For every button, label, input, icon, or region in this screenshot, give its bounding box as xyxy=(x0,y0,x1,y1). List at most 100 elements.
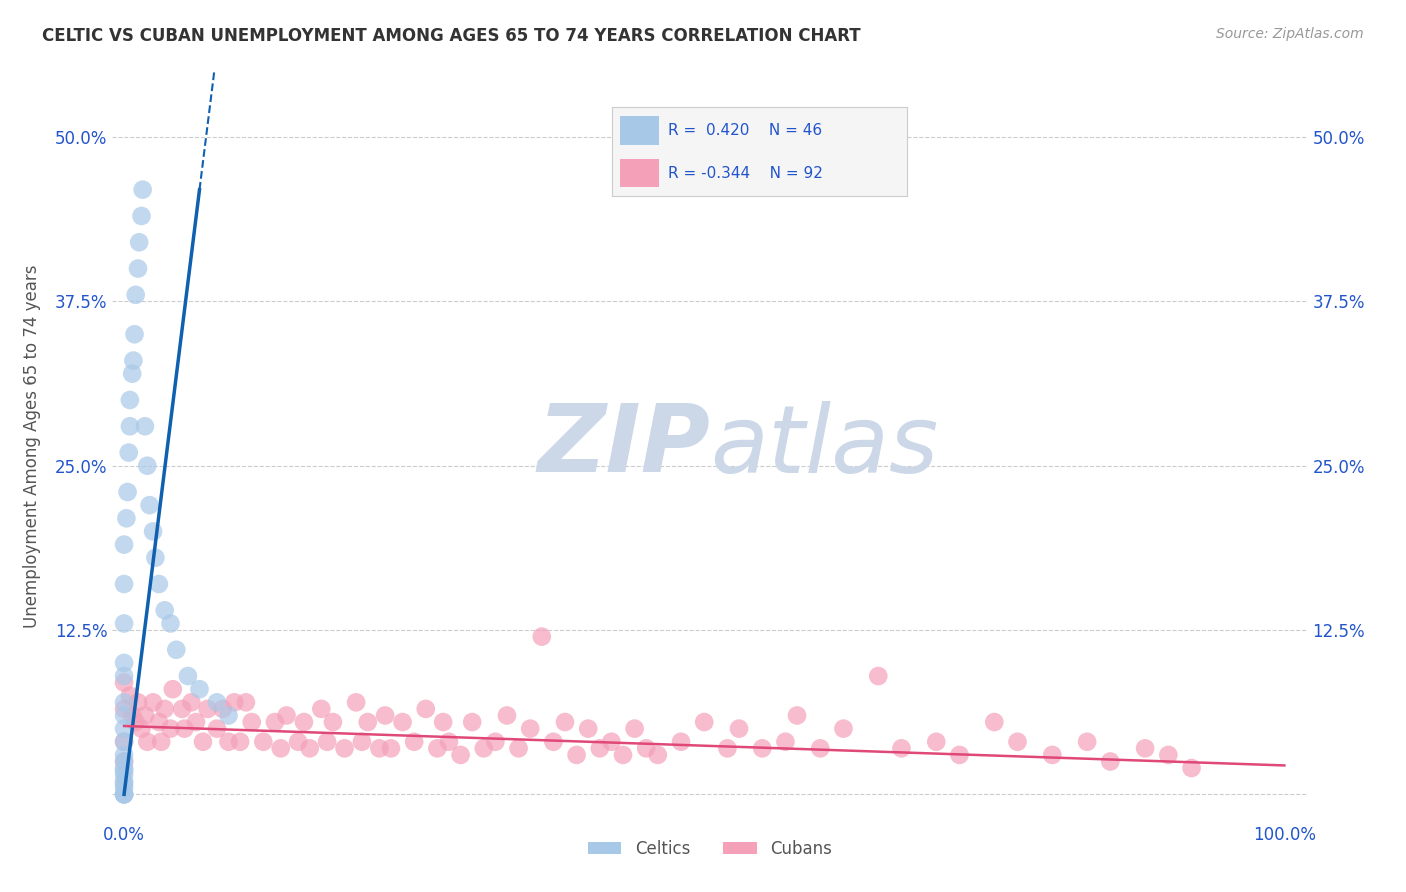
Point xyxy=(496,708,519,723)
Point xyxy=(136,735,159,749)
Point xyxy=(112,708,135,723)
Point xyxy=(450,747,472,762)
Point xyxy=(112,755,135,769)
Point xyxy=(131,183,153,197)
Point xyxy=(322,714,344,729)
Point xyxy=(148,577,170,591)
Point xyxy=(127,261,149,276)
Point xyxy=(118,419,141,434)
Point xyxy=(112,761,135,775)
Point xyxy=(344,695,367,709)
Point xyxy=(112,695,135,709)
Point xyxy=(404,735,426,749)
Point xyxy=(162,682,184,697)
Point xyxy=(374,708,396,723)
Point xyxy=(138,498,160,512)
Point xyxy=(472,741,495,756)
Point xyxy=(211,702,233,716)
Point xyxy=(142,524,165,539)
Point xyxy=(153,603,176,617)
Point xyxy=(128,235,150,250)
Point xyxy=(565,747,588,762)
Point xyxy=(350,735,373,749)
Point xyxy=(150,735,173,749)
Point xyxy=(543,735,565,749)
Point xyxy=(832,722,855,736)
Point xyxy=(136,458,159,473)
Point xyxy=(124,327,146,342)
Point xyxy=(173,722,195,736)
Point xyxy=(118,689,141,703)
Point xyxy=(890,741,912,756)
Point xyxy=(112,788,135,802)
Point xyxy=(112,767,135,781)
Point xyxy=(112,656,135,670)
Point xyxy=(252,735,274,749)
Point xyxy=(636,741,658,756)
Point xyxy=(229,735,252,749)
Point xyxy=(1040,747,1063,762)
Point xyxy=(197,702,219,716)
Point xyxy=(298,741,321,756)
Point xyxy=(1180,761,1202,775)
Point xyxy=(121,367,143,381)
Point xyxy=(224,695,246,709)
Text: Source: ZipAtlas.com: Source: ZipAtlas.com xyxy=(1216,27,1364,41)
Point xyxy=(647,747,669,762)
Point xyxy=(153,702,176,716)
Point xyxy=(205,695,228,709)
Point xyxy=(333,741,356,756)
Point xyxy=(530,630,553,644)
Point xyxy=(426,741,449,756)
Point xyxy=(623,722,645,736)
Point xyxy=(461,714,484,729)
Point xyxy=(775,735,797,749)
Point xyxy=(112,577,135,591)
Point xyxy=(437,735,460,749)
Point xyxy=(134,708,156,723)
Point xyxy=(172,702,194,716)
Point xyxy=(122,353,145,368)
Point xyxy=(145,550,167,565)
Point xyxy=(125,288,148,302)
Point xyxy=(134,419,156,434)
Text: R =  0.420    N = 46: R = 0.420 N = 46 xyxy=(668,123,823,137)
Point xyxy=(112,702,135,716)
Point xyxy=(115,511,138,525)
Point xyxy=(112,788,135,802)
Point xyxy=(177,669,200,683)
Text: R = -0.344    N = 92: R = -0.344 N = 92 xyxy=(668,166,823,180)
Point xyxy=(184,714,207,729)
Text: atlas: atlas xyxy=(710,401,938,491)
Point xyxy=(316,735,339,749)
Point xyxy=(191,735,214,749)
Y-axis label: Unemployment Among Ages 65 to 74 years: Unemployment Among Ages 65 to 74 years xyxy=(22,264,41,628)
Point xyxy=(415,702,437,716)
Point xyxy=(159,722,181,736)
Point xyxy=(112,722,135,736)
Point xyxy=(148,714,170,729)
Point xyxy=(484,735,506,749)
Point xyxy=(432,714,454,729)
Bar xyxy=(620,159,659,187)
Point xyxy=(125,714,148,729)
Point xyxy=(112,669,135,683)
Point xyxy=(112,755,135,769)
Point xyxy=(276,708,298,723)
Point xyxy=(1133,741,1156,756)
Point xyxy=(165,642,187,657)
Point xyxy=(112,616,135,631)
Text: ZIP: ZIP xyxy=(537,400,710,492)
Point xyxy=(112,780,135,795)
Point xyxy=(127,695,149,709)
Point xyxy=(117,485,139,500)
Point xyxy=(218,708,240,723)
Point xyxy=(669,735,692,749)
Point xyxy=(716,741,738,756)
Point xyxy=(380,741,402,756)
Point xyxy=(287,735,309,749)
Point xyxy=(142,695,165,709)
Point xyxy=(925,735,948,749)
Point xyxy=(693,714,716,729)
Point xyxy=(118,445,141,459)
